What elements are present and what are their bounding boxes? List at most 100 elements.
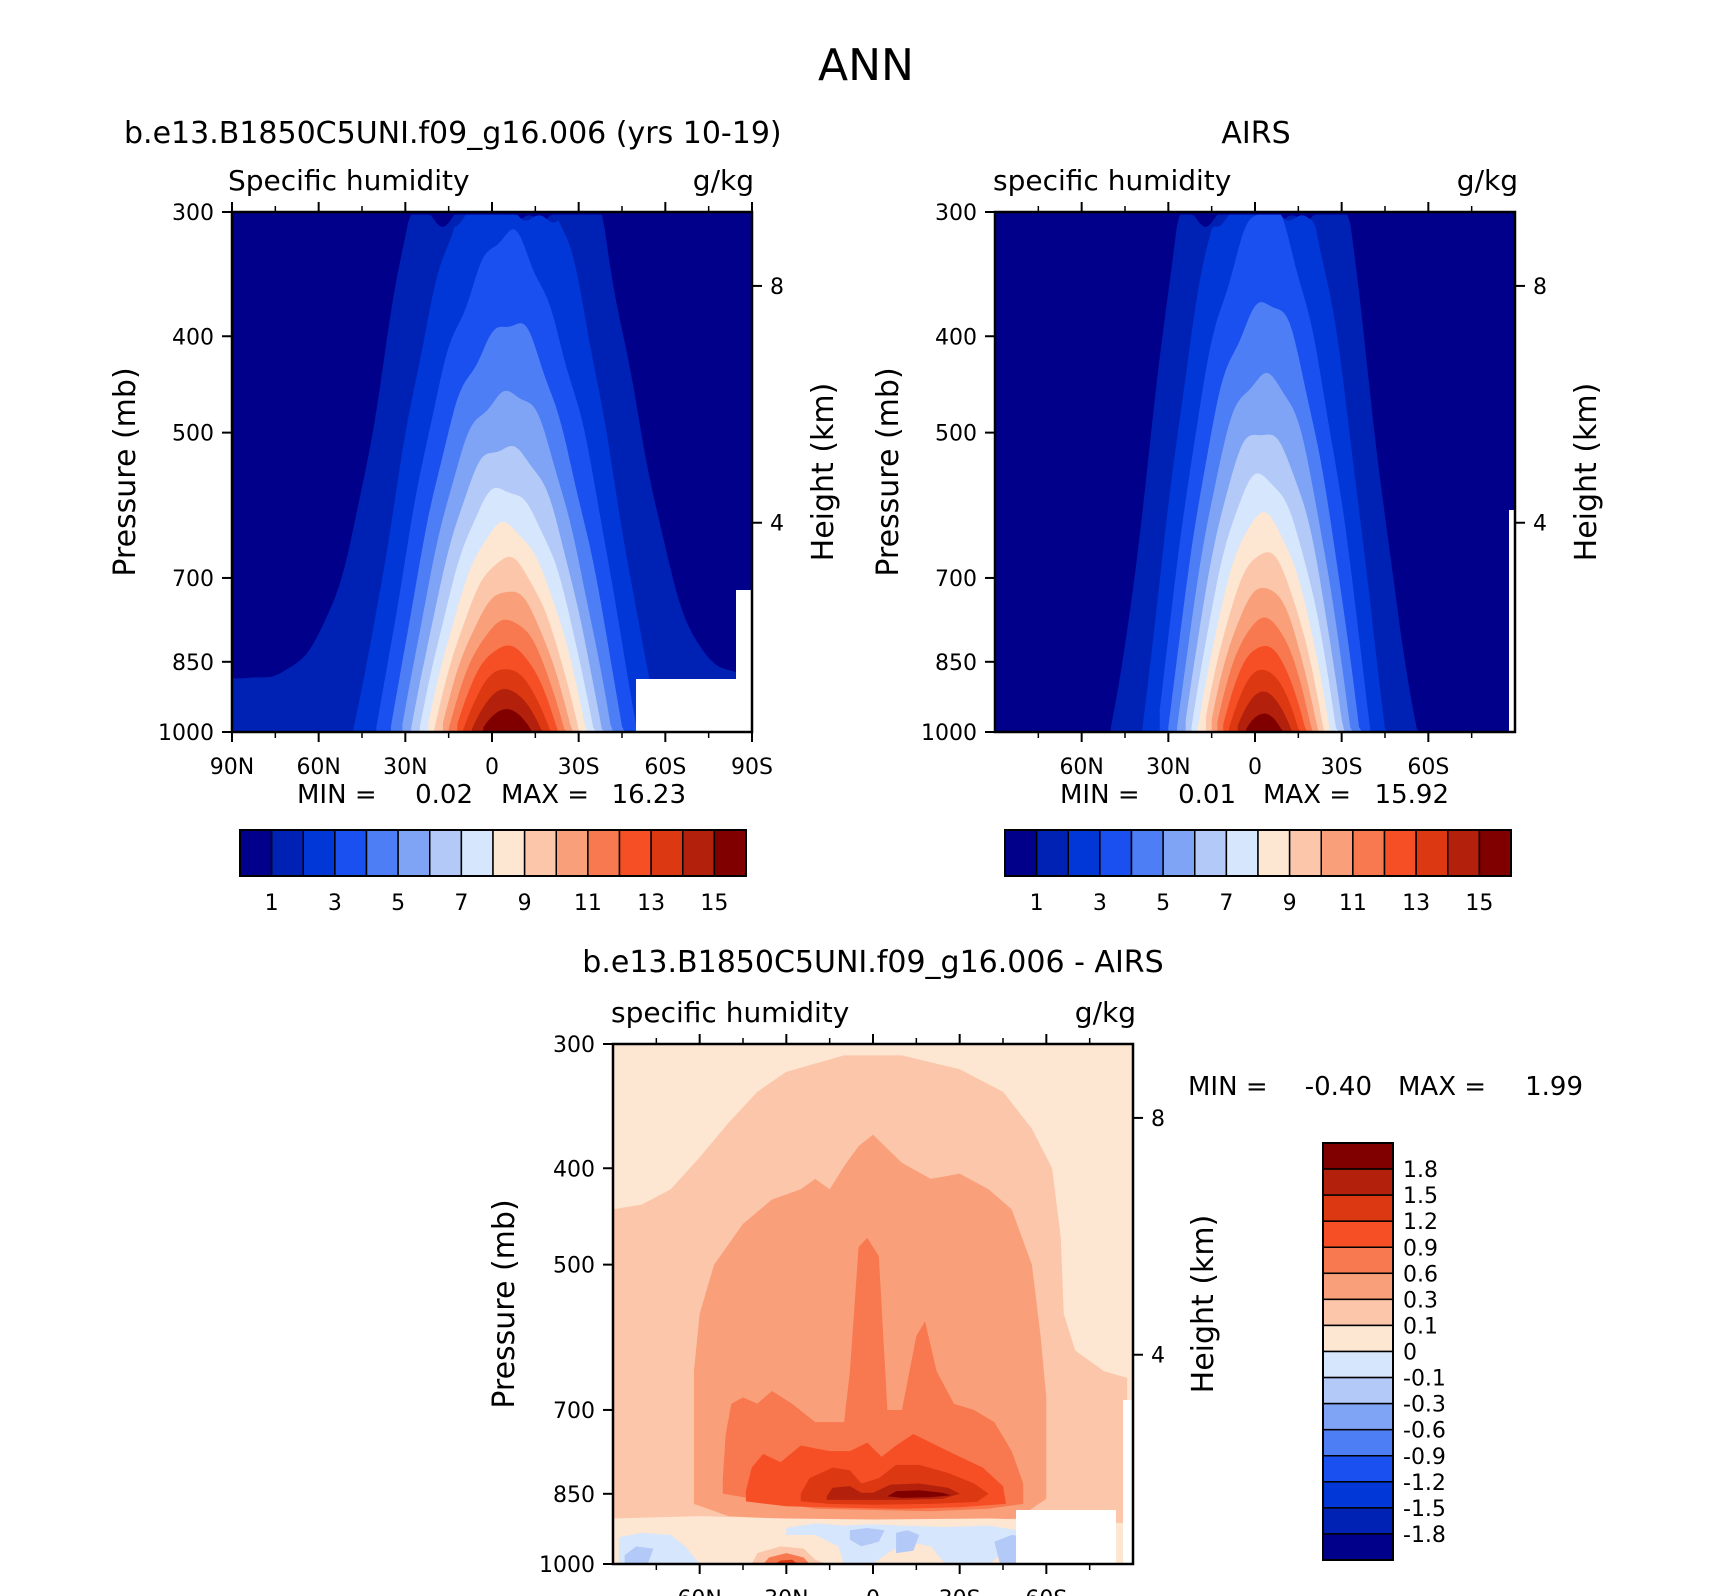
colorbar-swatch [1322, 1428, 1394, 1457]
colorbar-label: 11 [1339, 891, 1367, 916]
colorbar-label: 9 [518, 891, 532, 916]
panel-diff-max-value: 1.99 [1525, 1072, 1583, 1102]
colorbar-swatch [1288, 829, 1322, 877]
colorbar-swatch [1322, 1533, 1394, 1561]
colorbar-label: -0.9 [1403, 1445, 1446, 1470]
diff-pressure-tick-label: 300 [553, 1033, 595, 1058]
panel-diff-max-label: MAX = [1398, 1072, 1486, 1102]
model-pressure-tick-label: 700 [172, 567, 214, 592]
model-lat-tick-label: 60S [644, 755, 686, 780]
panel-model-variable-label: Specific humidity [228, 164, 470, 197]
colorbar-frame [239, 829, 747, 877]
colorbar-swatch [270, 829, 304, 877]
colorbar-label: 0.9 [1403, 1236, 1438, 1261]
colorbar-swatch [1415, 829, 1449, 877]
panel-diff-contours [613, 1055, 1128, 1564]
panel-model-max-label: MAX = [501, 780, 589, 810]
contour-band [1223, 646, 1515, 732]
colorbar-swatch [1322, 1272, 1394, 1301]
colorbar-label: 15 [700, 891, 728, 916]
panel-model-title: b.e13.B1850C5UNI.f09_g16.006 (yrs 10-19) [124, 116, 782, 151]
colorbar-label: 1 [1030, 891, 1044, 916]
colorbar-label: 0.3 [1403, 1288, 1438, 1313]
panel-diff-missing-strip [1123, 1400, 1133, 1564]
colorbar-frame [1322, 1142, 1394, 1561]
model-lat-tick-label: 90N [210, 755, 254, 780]
panel-diff-units: g/kg [1075, 996, 1136, 1029]
diff-pressure-tick-label: 500 [553, 1254, 595, 1279]
contour-band [483, 709, 752, 732]
panel-airs-y2label: Height (km) [1569, 383, 1604, 562]
airs-pressure-tick-label: 850 [935, 651, 977, 676]
colorbar-swatch [1352, 829, 1386, 877]
colorbar-label: 11 [574, 891, 602, 916]
colorbar-swatch [1322, 1376, 1394, 1405]
airs-pressure-tick-label: 500 [935, 422, 977, 447]
panel-airs-contours [1110, 214, 1515, 732]
colorbar-swatch [365, 829, 399, 877]
colorbar-swatch [1478, 829, 1512, 877]
diff-lat-tick-label: 60N [677, 1587, 721, 1596]
colorbar-swatch [1322, 1168, 1394, 1196]
panel-airs-min-value: 0.01 [1178, 780, 1236, 810]
model-height-tick-label: 4 [770, 512, 784, 537]
contour-band [849, 1528, 885, 1547]
colorbar-swatch [1322, 1142, 1394, 1170]
colorbar-swatch [618, 829, 652, 877]
colorbar-swatch [334, 829, 368, 877]
panel-airs: AIRS specific humidity g/kg 300400500700… [871, 116, 1604, 916]
colorbar-label: 0.1 [1403, 1314, 1438, 1339]
diff-height-tick-label: 4 [1151, 1344, 1165, 1369]
contour-band [887, 1490, 951, 1498]
panel-model-min-label: MIN = [297, 780, 377, 810]
colorbar-label: -0.6 [1403, 1419, 1446, 1444]
panel-model-missing-data [636, 679, 736, 732]
colorbar-label: 13 [637, 891, 665, 916]
colorbar-swatch [650, 829, 684, 877]
colorbar-swatch [429, 829, 463, 877]
panel-model-colorbar: 1 3 5 7 9 11 13 15 [239, 829, 747, 916]
airs-pressure-tick-label: 300 [935, 201, 977, 226]
panel-model-missing-strip [736, 590, 752, 732]
diff-pressure-tick-label: 1000 [539, 1553, 595, 1578]
colorbar-swatch [587, 829, 621, 877]
colorbar-label: 3 [328, 891, 342, 916]
model-lat-tick-label: 90S [731, 755, 773, 780]
airs-lat-tick-label: 30N [1146, 755, 1190, 780]
model-pressure-tick-label: 1000 [158, 721, 214, 746]
colorbar-swatch [1322, 1455, 1394, 1483]
diff-lat-tick-label: 0 [866, 1587, 880, 1596]
panel-airs-title: AIRS [1221, 116, 1290, 151]
colorbar-label: 1.8 [1403, 1158, 1438, 1183]
colorbar-label: -1.8 [1403, 1523, 1446, 1548]
colorbar-swatch [1383, 829, 1417, 877]
diff-pressure-tick-label: 400 [553, 1157, 595, 1182]
airs-pressure-tick-label: 700 [935, 567, 977, 592]
colorbar-label: 5 [1156, 891, 1170, 916]
panel-model-ylabel: Pressure (mb) [108, 367, 143, 576]
panel-airs-units: g/kg [1457, 164, 1518, 197]
panel-airs-min-label: MIN = [1060, 780, 1140, 810]
colorbar-swatch [460, 829, 494, 877]
colorbar-swatch [1099, 829, 1133, 877]
colorbar-swatch [1322, 1350, 1394, 1379]
colorbar-swatch [397, 829, 431, 877]
colorbar-swatch [713, 829, 747, 877]
colorbar-label: 1.5 [1403, 1184, 1438, 1209]
airs-lat-tick-label: 60N [1059, 755, 1103, 780]
panel-model-y2label: Height (km) [806, 383, 841, 562]
colorbar-swatch [1257, 829, 1291, 877]
colorbar-label: -0.3 [1403, 1393, 1446, 1418]
colorbar-swatch [1322, 1481, 1394, 1509]
panel-diff-min-value: -0.40 [1305, 1072, 1372, 1102]
panel-model-min-value: 0.02 [415, 780, 473, 810]
model-lat-tick-label: 60N [296, 755, 340, 780]
panel-diff: b.e13.B1850C5UNI.f09_g16.006 - AIRS spec… [487, 945, 1583, 1596]
colorbar-swatch [555, 829, 589, 877]
panel-diff-colorbar: 1.81.51.20.90.60.30.10-0.1-0.3-0.6-0.9-1… [1322, 1142, 1446, 1561]
contour-band [722, 1237, 1024, 1512]
colorbar-swatch [1322, 1324, 1394, 1353]
panel-model-contours [232, 214, 752, 732]
colorbar-swatch [1162, 829, 1196, 877]
airs-height-tick-label: 4 [1533, 512, 1547, 537]
